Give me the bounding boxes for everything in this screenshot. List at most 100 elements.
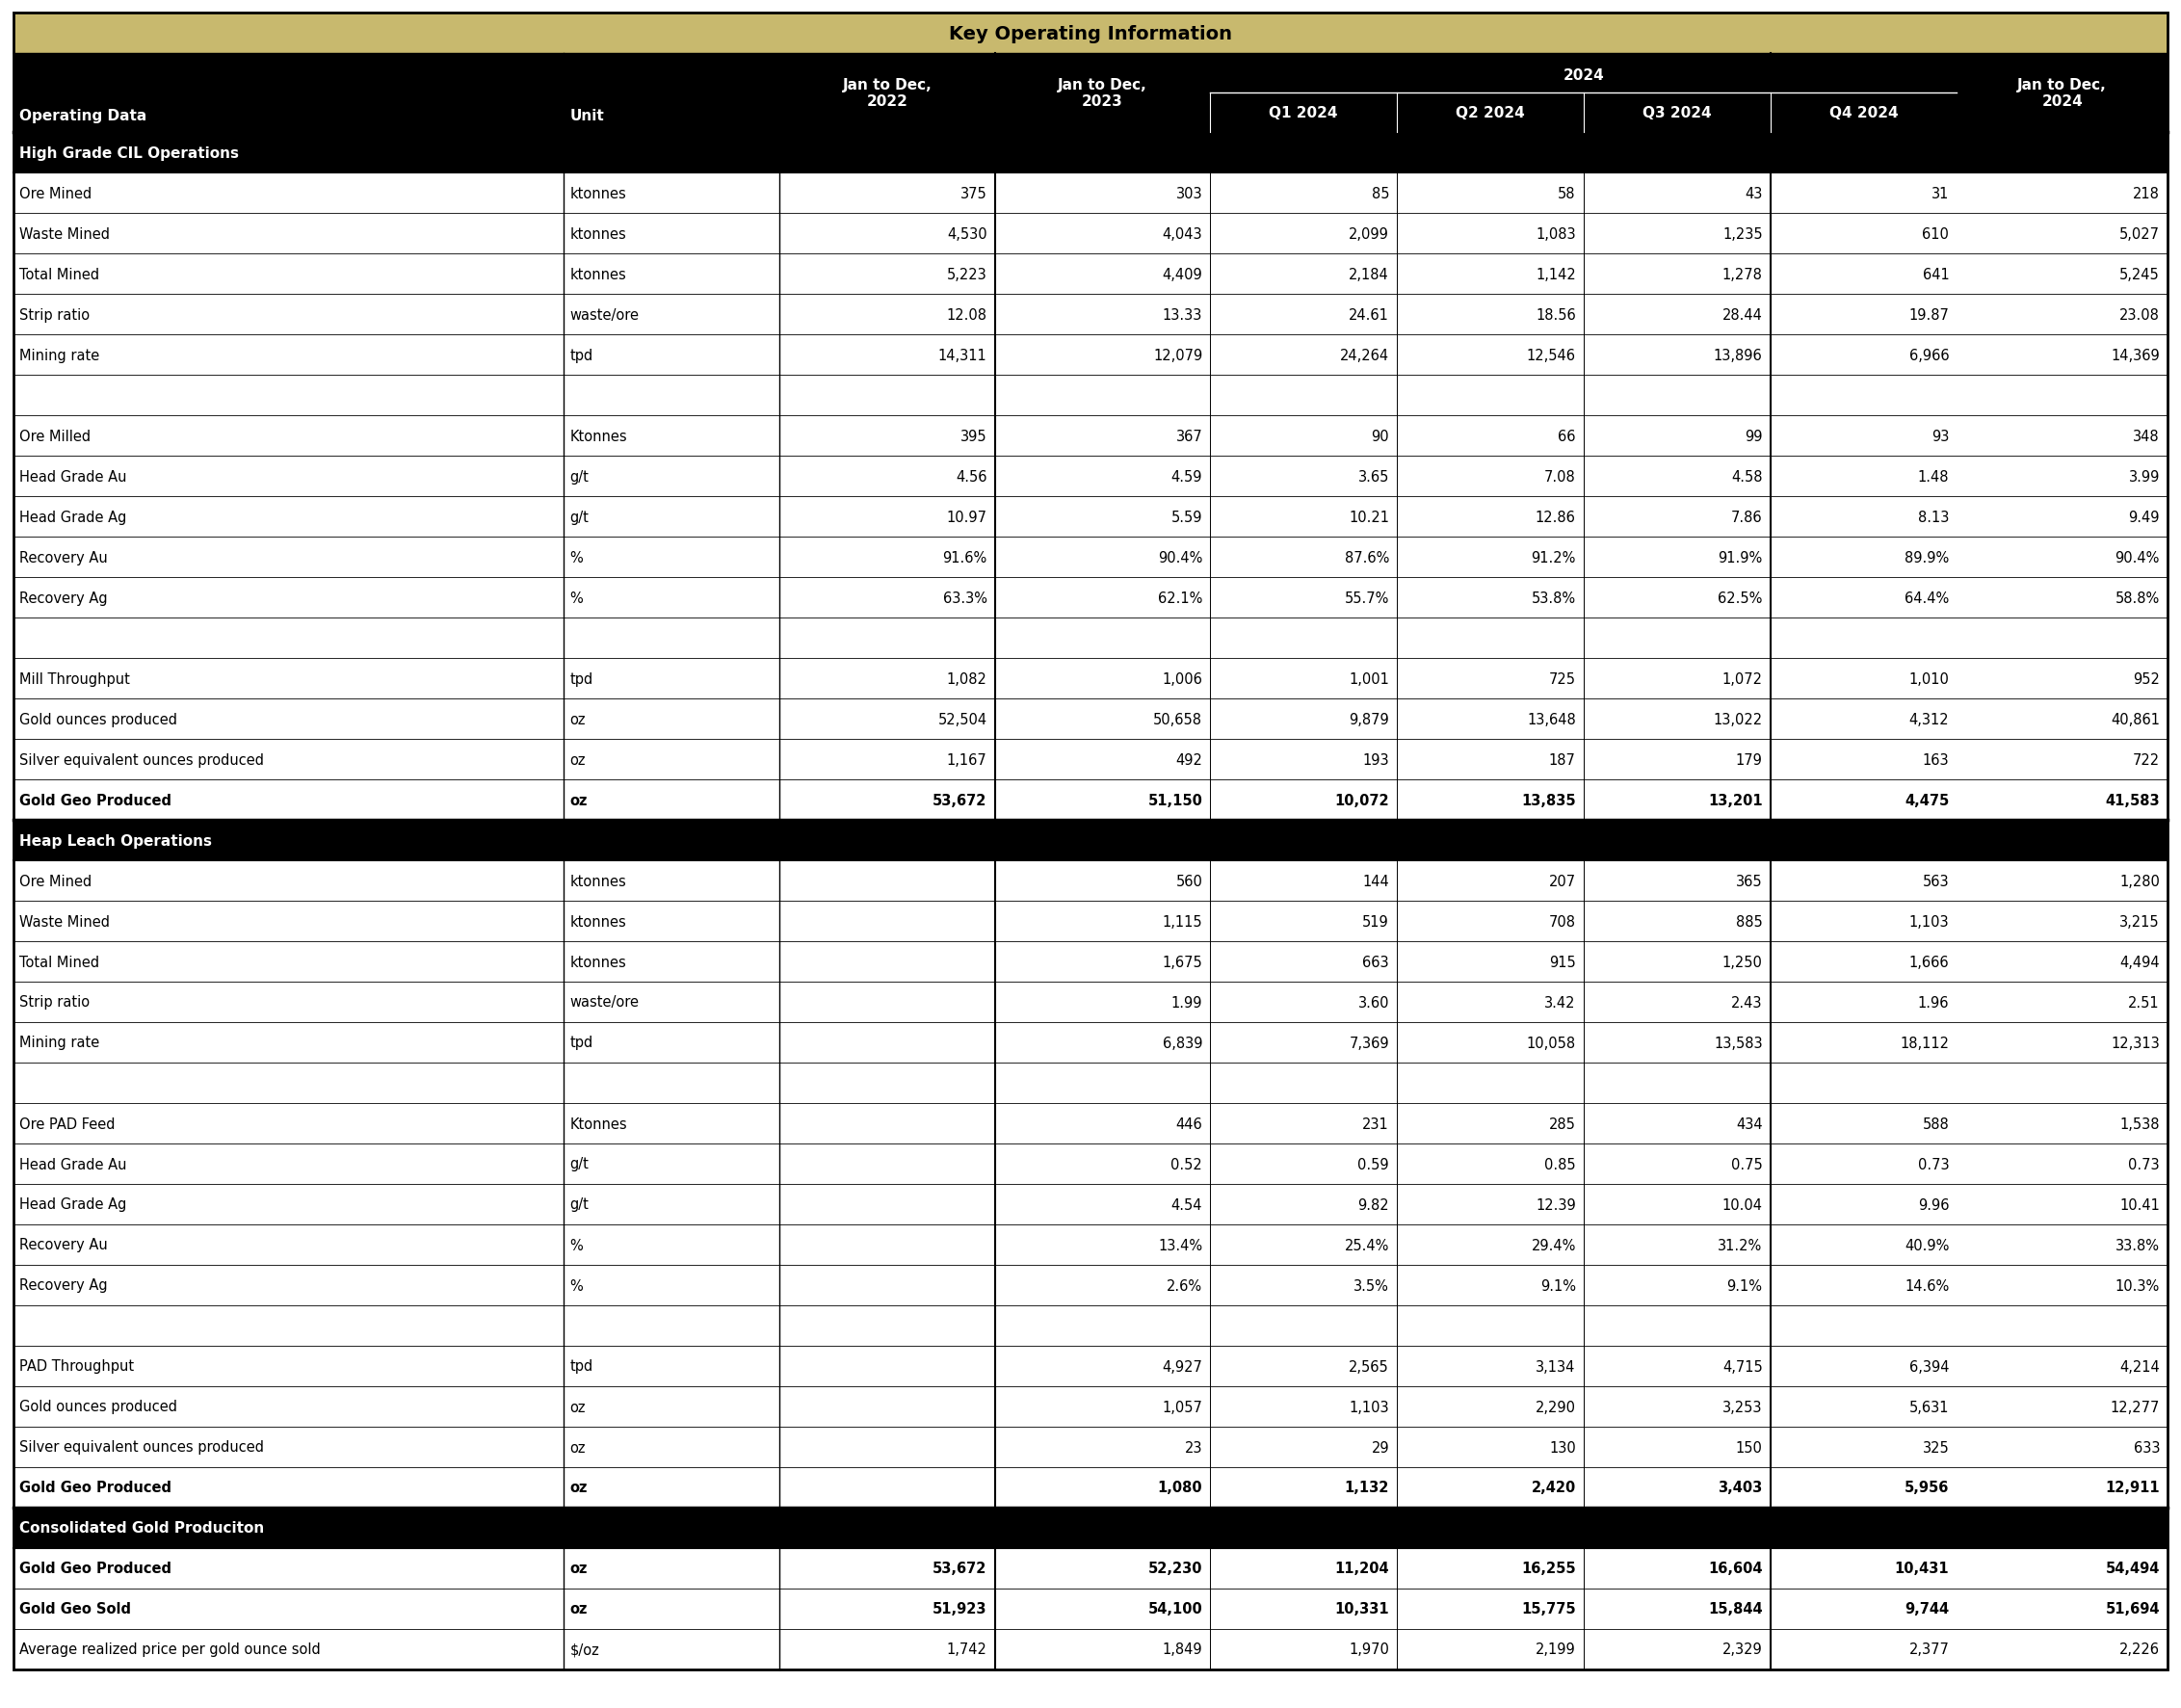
Text: Gold ounces produced: Gold ounces produced [20, 712, 177, 726]
Bar [13, 1629, 2168, 1669]
Text: 15,844: 15,844 [1708, 1602, 1762, 1616]
Text: 24.61: 24.61 [1348, 307, 1389, 323]
Text: 519: 519 [1363, 914, 1389, 929]
Text: Gold ounces produced: Gold ounces produced [20, 1399, 177, 1414]
Text: 6,966: 6,966 [1908, 348, 1950, 362]
Text: 1,250: 1,250 [1723, 955, 1762, 968]
Text: 1,742: 1,742 [947, 1641, 988, 1657]
Text: 3.65: 3.65 [1359, 470, 1389, 483]
Text: 708: 708 [1549, 914, 1577, 929]
Text: 1,235: 1,235 [1723, 227, 1762, 241]
Text: ktonnes: ktonnes [569, 227, 626, 241]
Bar [13, 1184, 2168, 1225]
Text: 1,167: 1,167 [947, 753, 988, 767]
Bar [13, 1023, 2168, 1062]
Bar [13, 214, 2168, 254]
Text: 2,099: 2,099 [1348, 227, 1389, 241]
Text: Ore PAD Feed: Ore PAD Feed [20, 1117, 116, 1131]
Text: 560: 560 [1176, 874, 1202, 888]
Text: Ore Milled: Ore Milled [20, 429, 92, 444]
Text: 99: 99 [1745, 429, 1762, 444]
Text: Recovery Au: Recovery Au [20, 550, 107, 565]
Text: 63.3%: 63.3% [942, 591, 988, 605]
Text: Silver equivalent ounces produced: Silver equivalent ounces produced [20, 753, 264, 767]
Text: 53,672: 53,672 [933, 793, 988, 808]
Text: 1,103: 1,103 [1350, 1399, 1389, 1414]
Bar [13, 294, 2168, 335]
Text: 2,329: 2,329 [1723, 1641, 1762, 1657]
Text: 41,583: 41,583 [2105, 793, 2159, 808]
Text: 64.4%: 64.4% [1904, 591, 1950, 605]
Text: 2024: 2024 [1564, 68, 1603, 84]
Text: 18,112: 18,112 [1900, 1035, 1950, 1050]
Text: 10.04: 10.04 [1723, 1197, 1762, 1211]
Bar [13, 820, 2168, 861]
Bar [13, 1062, 2168, 1103]
Text: 1,001: 1,001 [1348, 671, 1389, 687]
Text: 9.49: 9.49 [2129, 509, 2159, 524]
Text: 193: 193 [1363, 753, 1389, 767]
Text: 6,394: 6,394 [1908, 1360, 1950, 1373]
Text: tpd: tpd [569, 1360, 593, 1373]
Text: 0.59: 0.59 [1359, 1156, 1389, 1172]
Text: 29.4%: 29.4% [1531, 1238, 1577, 1252]
Text: PAD Throughput: PAD Throughput [20, 1360, 133, 1373]
Text: 446: 446 [1176, 1117, 1202, 1131]
Bar [13, 1508, 2168, 1547]
Text: Head Grade Ag: Head Grade Ag [20, 1197, 126, 1211]
Text: Jan to Dec,
2024: Jan to Dec, 2024 [2017, 79, 2107, 109]
Text: High Grade CIL Operations: High Grade CIL Operations [20, 145, 240, 161]
Text: 207: 207 [1549, 874, 1577, 888]
Text: 5,245: 5,245 [2120, 266, 2159, 282]
Text: oz: oz [569, 712, 587, 726]
Text: Q4 2024: Q4 2024 [1830, 106, 1897, 120]
Text: Ktonnes: Ktonnes [569, 429, 628, 444]
Bar [13, 55, 2168, 133]
Text: 53.8%: 53.8% [1531, 591, 1577, 605]
Text: 90: 90 [1372, 429, 1389, 444]
Bar [13, 861, 2168, 902]
Text: Waste Mined: Waste Mined [20, 914, 109, 929]
Text: 9.1%: 9.1% [1727, 1278, 1762, 1293]
Text: 13,648: 13,648 [1527, 712, 1577, 726]
Text: oz: oz [569, 793, 587, 808]
Text: 725: 725 [1549, 671, 1577, 687]
Bar [13, 417, 2168, 456]
Text: 91.2%: 91.2% [1531, 550, 1577, 565]
Bar [13, 173, 2168, 214]
Text: 4.59: 4.59 [1171, 470, 1202, 483]
Text: 62.1%: 62.1% [1158, 591, 1202, 605]
Text: 7,369: 7,369 [1350, 1035, 1389, 1050]
Text: 13.4%: 13.4% [1158, 1238, 1202, 1252]
Bar [13, 1467, 2168, 1508]
Text: 10.97: 10.97 [947, 509, 988, 524]
Text: 4.56: 4.56 [955, 470, 988, 483]
Text: 13.33: 13.33 [1162, 307, 1202, 323]
Text: 9.1%: 9.1% [1540, 1278, 1577, 1293]
Text: 179: 179 [1736, 753, 1762, 767]
Text: 1,666: 1,666 [1908, 955, 1950, 968]
Text: oz: oz [569, 1440, 587, 1454]
Text: 5,631: 5,631 [1908, 1399, 1950, 1414]
Text: 16,604: 16,604 [1708, 1561, 1762, 1575]
Text: Gold Geo Produced: Gold Geo Produced [20, 1561, 172, 1575]
Text: 3,403: 3,403 [1719, 1481, 1762, 1494]
Text: 51,694: 51,694 [2105, 1602, 2159, 1616]
Text: Total Mined: Total Mined [20, 266, 100, 282]
Text: Gold Geo Produced: Gold Geo Produced [20, 793, 172, 808]
Bar [13, 699, 2168, 740]
Text: 19.87: 19.87 [1908, 307, 1950, 323]
Text: 1,280: 1,280 [2120, 874, 2159, 888]
Bar [13, 133, 2168, 173]
Text: 303: 303 [1176, 186, 1202, 202]
Text: 641: 641 [1921, 266, 1950, 282]
Text: Ktonnes: Ktonnes [569, 1117, 628, 1131]
Bar [13, 14, 2168, 55]
Text: 50,658: 50,658 [1154, 712, 1202, 726]
Text: $/oz: $/oz [569, 1641, 600, 1657]
Text: 588: 588 [1921, 1117, 1950, 1131]
Text: 3,134: 3,134 [1535, 1360, 1577, 1373]
Text: 11,204: 11,204 [1335, 1561, 1389, 1575]
Bar [13, 618, 2168, 659]
Text: 40,861: 40,861 [2111, 712, 2159, 726]
